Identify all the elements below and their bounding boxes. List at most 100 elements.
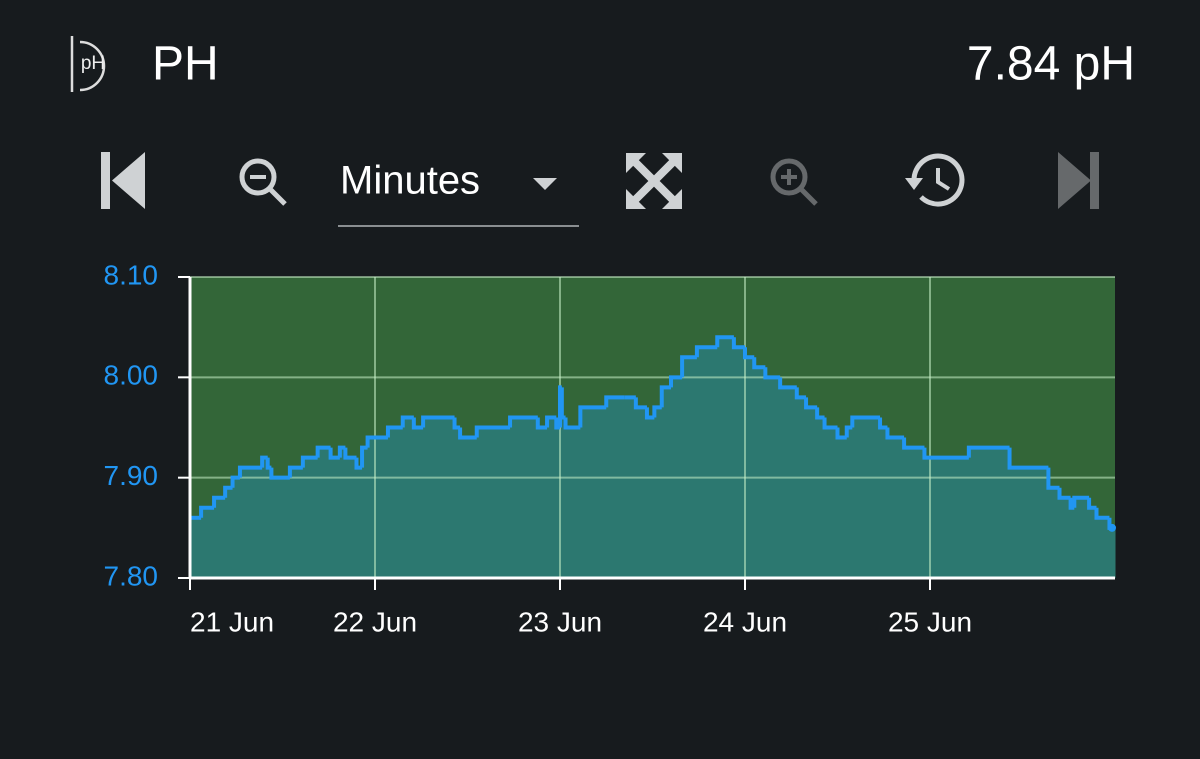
line-step <box>365 435 388 448</box>
fit-button[interactable] <box>626 153 682 209</box>
area-step <box>904 447 926 578</box>
line <box>190 335 1116 532</box>
y-tick-label: 7.80 <box>104 560 159 591</box>
sensor-icon: pH <box>70 36 106 92</box>
range-label: Minutes <box>340 159 480 203</box>
area-step <box>225 487 234 578</box>
x-tick-label: 22 Jun <box>333 606 417 637</box>
line-step <box>604 395 625 408</box>
area-step <box>423 417 456 578</box>
chart: 7.80 7.90 8.00 8.10 21 Jun 22 Jun 23 Jun 24 Jun… <box>104 259 1116 637</box>
area-step <box>1070 507 1075 578</box>
previous-button[interactable] <box>101 152 145 209</box>
line-step <box>835 427 847 440</box>
area-step <box>624 397 637 578</box>
line-step <box>752 357 766 370</box>
line-step <box>287 465 303 478</box>
area-step <box>232 477 241 578</box>
area-step <box>1109 527 1116 578</box>
line-step <box>1072 495 1090 508</box>
x-tick-label: 23 Jun <box>518 606 602 637</box>
area-step <box>635 407 648 578</box>
x-tick-label: 21 Jun <box>190 606 274 637</box>
line-step <box>411 417 424 430</box>
area-step <box>367 437 389 578</box>
area-step <box>846 427 853 578</box>
y-tick-label: 8.00 <box>104 360 159 391</box>
line-step <box>230 475 240 488</box>
line-step <box>680 355 697 378</box>
line-step <box>328 447 340 460</box>
line-step <box>1007 447 1049 470</box>
line-step <box>400 415 414 428</box>
line-step <box>237 465 263 478</box>
line-step <box>300 455 318 468</box>
line-step <box>1057 487 1071 500</box>
area-step <box>1009 467 1049 578</box>
area-step <box>560 387 563 578</box>
line-step <box>199 505 215 518</box>
line-step <box>1046 467 1060 490</box>
area-step <box>682 357 698 578</box>
zoom-in-button <box>770 158 818 206</box>
line-step <box>652 405 662 418</box>
area-step <box>537 427 548 578</box>
line-step <box>743 347 755 360</box>
line-step <box>545 415 557 428</box>
area-step <box>1048 487 1061 578</box>
area-step <box>754 367 766 578</box>
area-step <box>817 417 826 578</box>
line-step <box>385 425 403 438</box>
line-step <box>885 427 905 440</box>
next-button <box>1058 152 1099 209</box>
area-step <box>271 477 291 578</box>
line-step <box>563 417 581 430</box>
area-step <box>214 497 226 578</box>
area <box>190 337 1116 578</box>
x-tick-label: 24 Jun <box>703 606 787 637</box>
line-step <box>474 425 511 438</box>
line-step <box>535 417 548 430</box>
area-step <box>201 507 215 578</box>
line-step <box>578 405 607 428</box>
area-step <box>1074 497 1090 578</box>
range-dropdown[interactable]: Minutes <box>338 159 579 227</box>
title: PH <box>152 38 219 91</box>
area-step <box>190 517 202 578</box>
area-step <box>696 347 718 578</box>
current-value: 7.84 pH <box>967 38 1135 91</box>
line-step <box>763 367 781 380</box>
area-step <box>646 417 655 578</box>
line-step <box>1094 507 1110 520</box>
area-step <box>345 457 358 578</box>
line-step <box>659 385 671 408</box>
area-step <box>1089 507 1098 578</box>
area-step <box>880 427 889 578</box>
area-step <box>824 427 839 578</box>
area-step <box>733 347 746 578</box>
line-step <box>731 337 745 350</box>
y-tick-label: 8.10 <box>104 259 159 290</box>
area-step <box>717 337 735 578</box>
area-step <box>267 467 272 578</box>
line-step <box>804 397 818 410</box>
line-step <box>644 407 655 420</box>
area-step <box>239 467 263 578</box>
history-button[interactable] <box>905 153 965 207</box>
area-step <box>454 427 461 578</box>
line-step <box>822 417 838 430</box>
area-step <box>476 427 511 578</box>
y-tick-label: 7.90 <box>104 460 159 491</box>
line-step <box>421 415 455 428</box>
area-step <box>887 437 905 578</box>
line-step <box>715 335 734 348</box>
area-step <box>302 457 319 578</box>
zoom-out-button[interactable] <box>239 158 287 206</box>
line-step <box>694 345 718 358</box>
line-step <box>778 377 797 390</box>
area-step <box>1096 517 1111 578</box>
area-step <box>317 447 332 578</box>
line-step <box>315 445 331 458</box>
end-point <box>1108 523 1116 532</box>
